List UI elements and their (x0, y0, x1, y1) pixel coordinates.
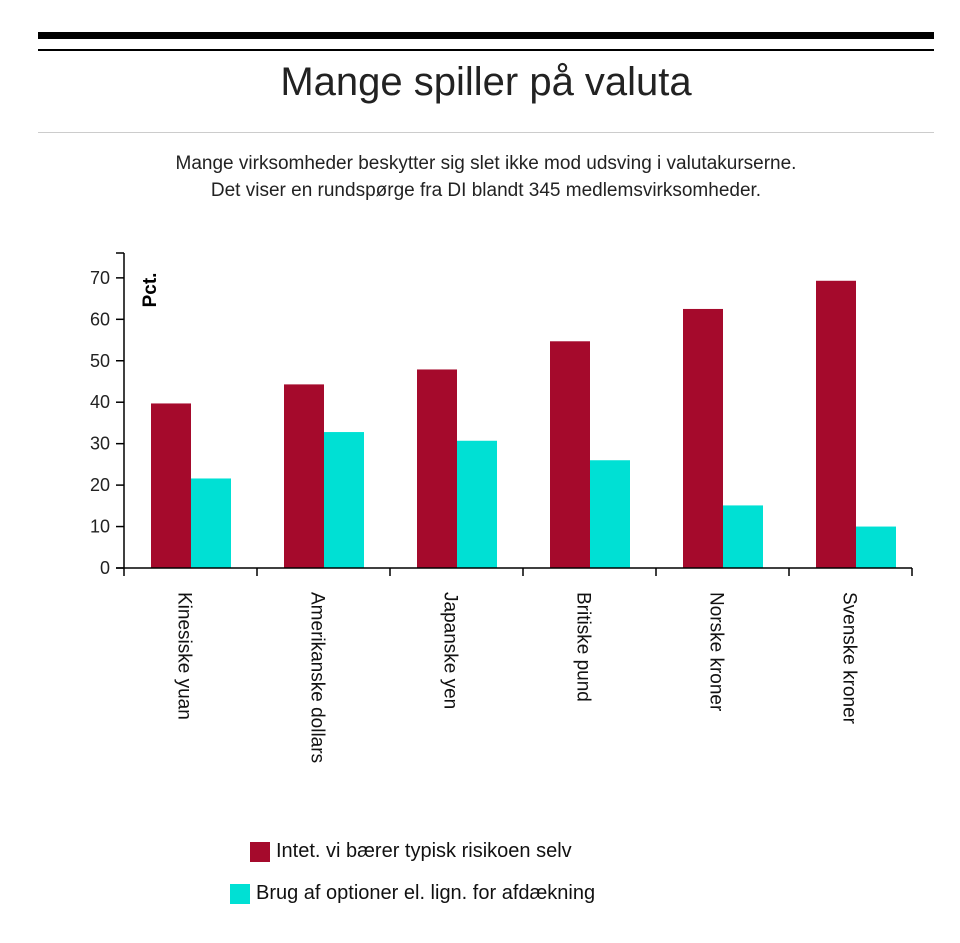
y-tick-label: 50 (90, 351, 110, 371)
bar-series-1 (816, 280, 856, 568)
y-tick-label: 30 (90, 434, 110, 454)
x-tick-label: Britiske pund (572, 592, 593, 702)
legend-swatch-series-1 (250, 841, 270, 862)
bar-series-1 (417, 369, 457, 568)
bar-series-2 (856, 526, 896, 568)
y-axis-label: Pct. (140, 273, 161, 308)
title-divider (38, 132, 934, 133)
y-tick-label: 70 (90, 268, 110, 288)
x-tick-label: Svenske kroner (838, 592, 859, 725)
bar-series-2 (457, 440, 497, 568)
x-tick-label: Kinesiske yuan (173, 592, 194, 720)
x-tick-label: Norske kroner (705, 592, 726, 712)
y-tick-label: 60 (90, 309, 110, 329)
y-tick-label: 20 (90, 475, 110, 495)
bar-series-2 (723, 505, 763, 568)
chart-subtitle: Mange virksomheder beskytter sig slet ik… (0, 150, 960, 204)
bar-series-2 (324, 432, 364, 568)
bar-series-2 (191, 478, 231, 568)
y-tick-label: 0 (100, 558, 110, 578)
subtitle-line-2: Det viser en rundspørge fra DI blandt 34… (210, 180, 762, 201)
bar-series-2 (590, 460, 630, 568)
legend-label-series-1: Intet. vi bærer typisk risikoen selv (276, 840, 572, 862)
y-tick-label: 40 (90, 392, 110, 412)
bar-series-1 (550, 341, 590, 568)
x-tick-label: Japanske yen (439, 592, 460, 709)
legend-item-series-1: Intet. vi bærer typisk risikoen selv (250, 840, 572, 863)
y-tick-label: 10 (90, 517, 110, 537)
x-tick-label: Amerikanske dollars (306, 592, 327, 763)
legend-swatch-series-2 (230, 883, 250, 904)
bar-series-1 (284, 384, 324, 568)
bar-series-1 (151, 403, 191, 568)
bar-series-1 (683, 308, 723, 568)
subtitle-line-1: Mange virksomheder beskytter sig slet ik… (175, 153, 797, 174)
chart-title: Mange spiller på valuta (280, 60, 692, 104)
legend-label-series-2: Brug af optioner el. lign. for afdækning (256, 882, 596, 904)
legend-item-series-2: Brug af optioner el. lign. for afdækning (230, 882, 595, 905)
top-rule-thick (38, 32, 934, 39)
top-rule-thin (38, 49, 934, 51)
